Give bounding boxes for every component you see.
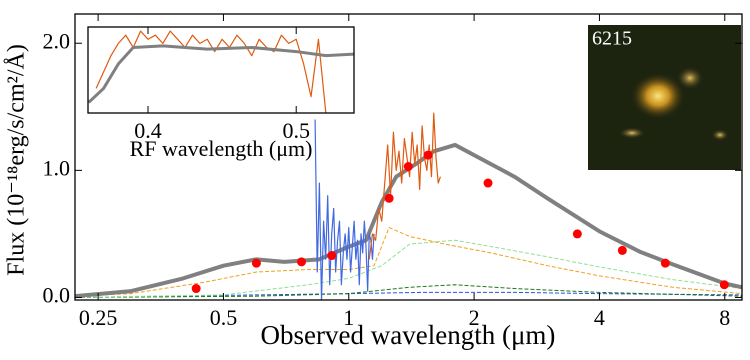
spectrum-line — [95, 30, 327, 113]
x-tick-label: 8 — [719, 305, 730, 330]
data-point — [327, 251, 337, 261]
y-tick-label: 1.0 — [43, 155, 71, 180]
plot-frame — [87, 26, 355, 114]
data-point — [719, 280, 729, 290]
x-tick-label: 4 — [594, 305, 605, 330]
x-tick-label: 0.5 — [210, 305, 238, 330]
galaxy-image: 6215 — [588, 25, 741, 170]
x-tick-label: 0.4 — [134, 118, 162, 143]
data-point — [660, 258, 670, 268]
x-tick-label: 0.25 — [79, 305, 118, 330]
galaxy — [618, 127, 646, 139]
spectrum-line — [314, 119, 375, 300]
x-tick-label: 2 — [469, 305, 480, 330]
model-component — [75, 239, 742, 298]
galaxy — [711, 129, 729, 141]
data-point — [297, 257, 307, 267]
data-point — [191, 284, 201, 294]
y-tick-label: 0.0 — [43, 283, 71, 308]
galaxy — [676, 66, 704, 90]
model-component — [75, 284, 742, 298]
plot-frame — [74, 13, 743, 301]
inset-x-label: RF wavelength (μm) — [130, 136, 313, 161]
series-group — [75, 112, 742, 300]
data-point — [423, 150, 433, 160]
x-tick-label: 1 — [343, 305, 354, 330]
data-point — [572, 229, 582, 239]
data-point — [483, 178, 493, 188]
galaxy — [630, 72, 686, 120]
spectrum-line — [88, 44, 354, 104]
x-axis-label: Observed wavelength (μm) — [261, 320, 556, 350]
data-point — [251, 258, 261, 268]
y-tick-label: 2.0 — [43, 28, 71, 53]
series-group — [88, 30, 354, 113]
y-axis-label: Flux (10⁻¹⁸erg/s/cm²/Å) — [4, 44, 30, 276]
x-tick-label: 0.5 — [282, 118, 310, 143]
data-point — [384, 193, 394, 203]
data-point — [617, 245, 627, 255]
data-point — [403, 162, 413, 172]
model-component — [75, 227, 742, 297]
image-label: 6215 — [592, 28, 632, 50]
